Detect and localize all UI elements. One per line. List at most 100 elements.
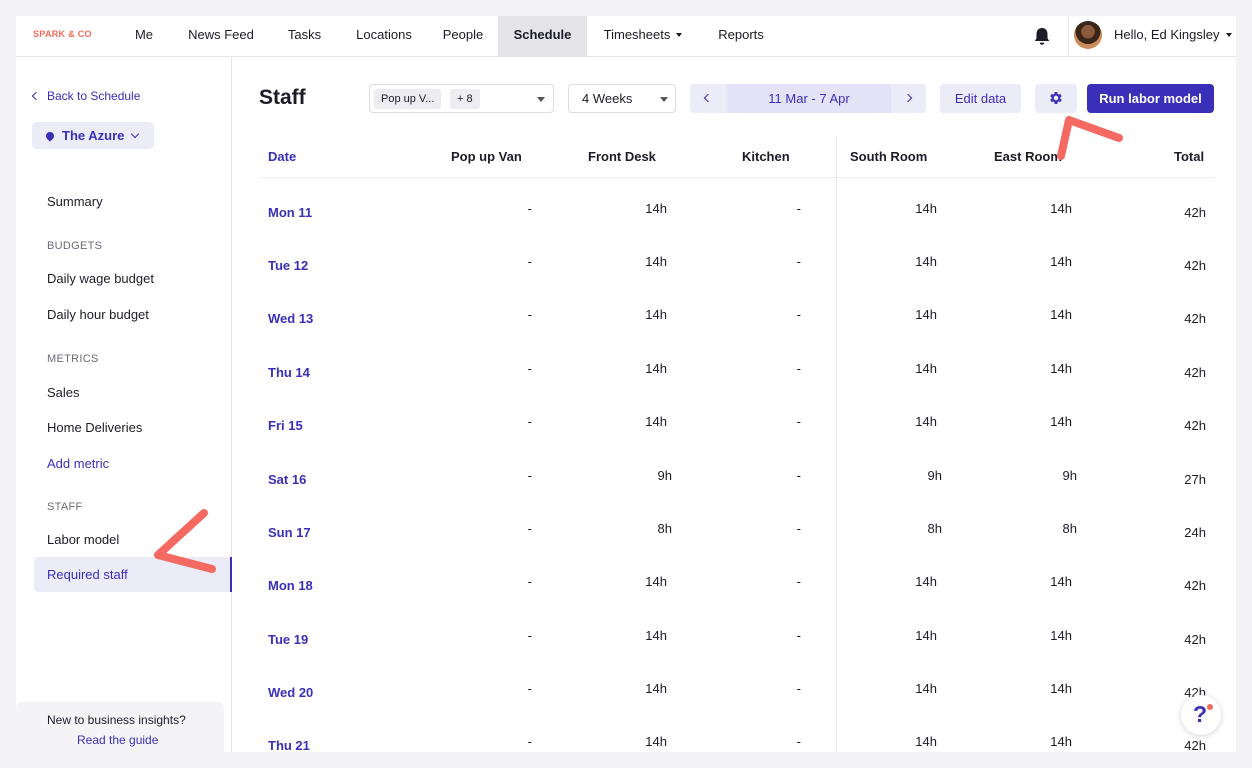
dropdown-arrow-icon xyxy=(660,97,668,102)
cell-front-desk: 14h xyxy=(645,414,667,429)
cell-kitchen: - xyxy=(796,734,801,749)
column-header-east-room[interactable]: East Room xyxy=(994,149,1062,164)
row-date[interactable]: Tue 19 xyxy=(268,632,309,647)
settings-button[interactable] xyxy=(1035,84,1077,113)
table-row: Wed 20 - 14h - 14h 14h 42h xyxy=(259,658,1214,711)
sidebar-item-labor-model[interactable]: Labor model xyxy=(47,532,120,547)
cell-total: 42h xyxy=(1184,578,1206,593)
table-row: Sun 17 - 8h - 8h 8h 24h xyxy=(259,498,1214,551)
cell-total: 24h xyxy=(1184,525,1206,540)
row-date[interactable]: Wed 13 xyxy=(268,311,314,326)
nav-schedule[interactable]: Schedule xyxy=(498,16,587,57)
sidebar-item-label: Required staff xyxy=(47,567,128,582)
nav-news-feed[interactable]: News Feed xyxy=(188,27,254,42)
add-metric-link[interactable]: Add metric xyxy=(47,456,110,471)
cell-south-room: 14h xyxy=(915,361,937,376)
sidebar-item-daily-hour-budget[interactable]: Daily hour budget xyxy=(47,307,149,322)
column-header-date[interactable]: Date xyxy=(268,149,297,164)
period-select[interactable]: 4 Weeks xyxy=(568,84,676,113)
next-period-button[interactable] xyxy=(892,84,926,113)
cell-total: 42h xyxy=(1184,258,1206,273)
cell-front-desk: 14h xyxy=(645,254,667,269)
chevron-left-icon xyxy=(31,91,41,101)
total-column-divider xyxy=(836,136,837,752)
annotation-arrow xyxy=(1057,116,1123,160)
cell-front-desk: 14h xyxy=(645,574,667,589)
sidebar-item-home-deliveries[interactable]: Home Deliveries xyxy=(47,420,143,435)
user-greeting: Hello, Ed Kingsley xyxy=(1114,27,1220,42)
cell-east-room: 9h xyxy=(1062,468,1077,483)
nav-locations[interactable]: Locations xyxy=(356,27,412,42)
table-row: Thu 14 - 14h - 14h 14h 42h xyxy=(259,338,1214,391)
cell-east-room: 14h xyxy=(1050,681,1072,696)
nav-people[interactable]: People xyxy=(442,27,484,42)
help-icon: ? xyxy=(1193,701,1208,727)
nav-tasks[interactable]: Tasks xyxy=(287,27,322,42)
header-divider xyxy=(259,177,1214,178)
chevron-down-icon xyxy=(1225,33,1232,37)
section-budgets: BUDGETS xyxy=(47,240,103,252)
table-row: Wed 13 - 14h - 14h 14h 42h xyxy=(259,284,1214,337)
table-row: Tue 12 - 14h - 14h 14h 42h xyxy=(259,231,1214,284)
row-date[interactable]: Mon 18 xyxy=(268,578,313,593)
cell-kitchen: - xyxy=(796,254,801,269)
nav-me[interactable]: Me xyxy=(134,27,154,42)
read-guide-link[interactable]: Read the guide xyxy=(77,733,159,747)
cell-pop-up-van: - xyxy=(527,681,532,696)
user-menu[interactable]: Hello, Ed Kingsley xyxy=(1114,16,1232,57)
run-labor-model-button[interactable]: Run labor model xyxy=(1087,84,1214,113)
cell-east-room: 14h xyxy=(1050,734,1072,749)
date-range-label[interactable]: 11 Mar - 7 Apr xyxy=(727,84,891,113)
previous-period-button[interactable] xyxy=(690,84,724,113)
notification-dot xyxy=(1207,704,1213,710)
cell-pop-up-van: - xyxy=(527,307,532,322)
column-header-total[interactable]: Total xyxy=(1174,149,1205,164)
sidebar-item-sales[interactable]: Sales xyxy=(47,385,80,400)
column-header-kitchen[interactable]: Kitchen xyxy=(742,149,790,164)
cell-total: 42h xyxy=(1184,205,1206,220)
sidebar-item-daily-wage-budget[interactable]: Daily wage budget xyxy=(47,271,154,286)
chevron-right-icon xyxy=(903,93,913,103)
column-header-pop-up-van[interactable]: Pop up Van xyxy=(451,149,522,164)
sidebar-item-summary[interactable]: Summary xyxy=(47,194,103,209)
edit-data-button[interactable]: Edit data xyxy=(940,84,1021,113)
bell-icon[interactable] xyxy=(1030,25,1054,49)
cell-front-desk: 14h xyxy=(645,681,667,696)
row-date[interactable]: Thu 21 xyxy=(268,738,310,752)
cell-south-room: 14h xyxy=(915,734,937,749)
cell-kitchen: - xyxy=(796,414,801,429)
cell-kitchen: - xyxy=(796,201,801,216)
cell-south-room: 14h xyxy=(915,628,937,643)
cell-front-desk: 8h xyxy=(657,521,672,536)
row-date[interactable]: Mon 11 xyxy=(268,205,313,220)
nav-reports[interactable]: Reports xyxy=(718,27,764,42)
cell-pop-up-van: - xyxy=(527,574,532,589)
row-date[interactable]: Tue 12 xyxy=(268,258,309,273)
cell-kitchen: - xyxy=(796,628,801,643)
location-label: The Azure xyxy=(62,128,125,143)
cell-south-room: 9h xyxy=(927,468,942,483)
location-selector[interactable]: The Azure xyxy=(32,122,154,149)
section-metrics: METRICS xyxy=(47,353,99,365)
row-date[interactable]: Thu 14 xyxy=(268,365,310,380)
row-date[interactable]: Wed 20 xyxy=(268,685,314,700)
cell-total: 27h xyxy=(1184,472,1206,487)
area-filter-select[interactable]: Pop up V... + 8 xyxy=(369,84,554,113)
section-staff: STAFF xyxy=(47,501,83,513)
column-header-south-room[interactable]: South Room xyxy=(850,149,928,164)
row-date[interactable]: Sun 17 xyxy=(268,525,311,540)
nav-timesheets[interactable]: Timesheets xyxy=(600,16,686,57)
cell-kitchen: - xyxy=(796,361,801,376)
cell-pop-up-van: - xyxy=(527,361,532,376)
cell-pop-up-van: - xyxy=(527,201,532,216)
sidebar-item-required-staff[interactable]: Required staff xyxy=(34,557,232,592)
back-to-schedule-link[interactable]: Back to Schedule xyxy=(31,89,140,103)
column-header-front-desk[interactable]: Front Desk xyxy=(588,149,656,164)
row-date[interactable]: Sat 16 xyxy=(268,472,307,487)
cell-east-room: 8h xyxy=(1062,521,1077,536)
help-button[interactable]: ? xyxy=(1181,695,1221,735)
sidebar: Back to Schedule The Azure Summary BUDGE… xyxy=(16,57,232,752)
row-date[interactable]: Fri 15 xyxy=(268,418,303,433)
avatar[interactable] xyxy=(1074,21,1102,49)
brand-logo[interactable]: SPARK & CO xyxy=(33,29,92,39)
